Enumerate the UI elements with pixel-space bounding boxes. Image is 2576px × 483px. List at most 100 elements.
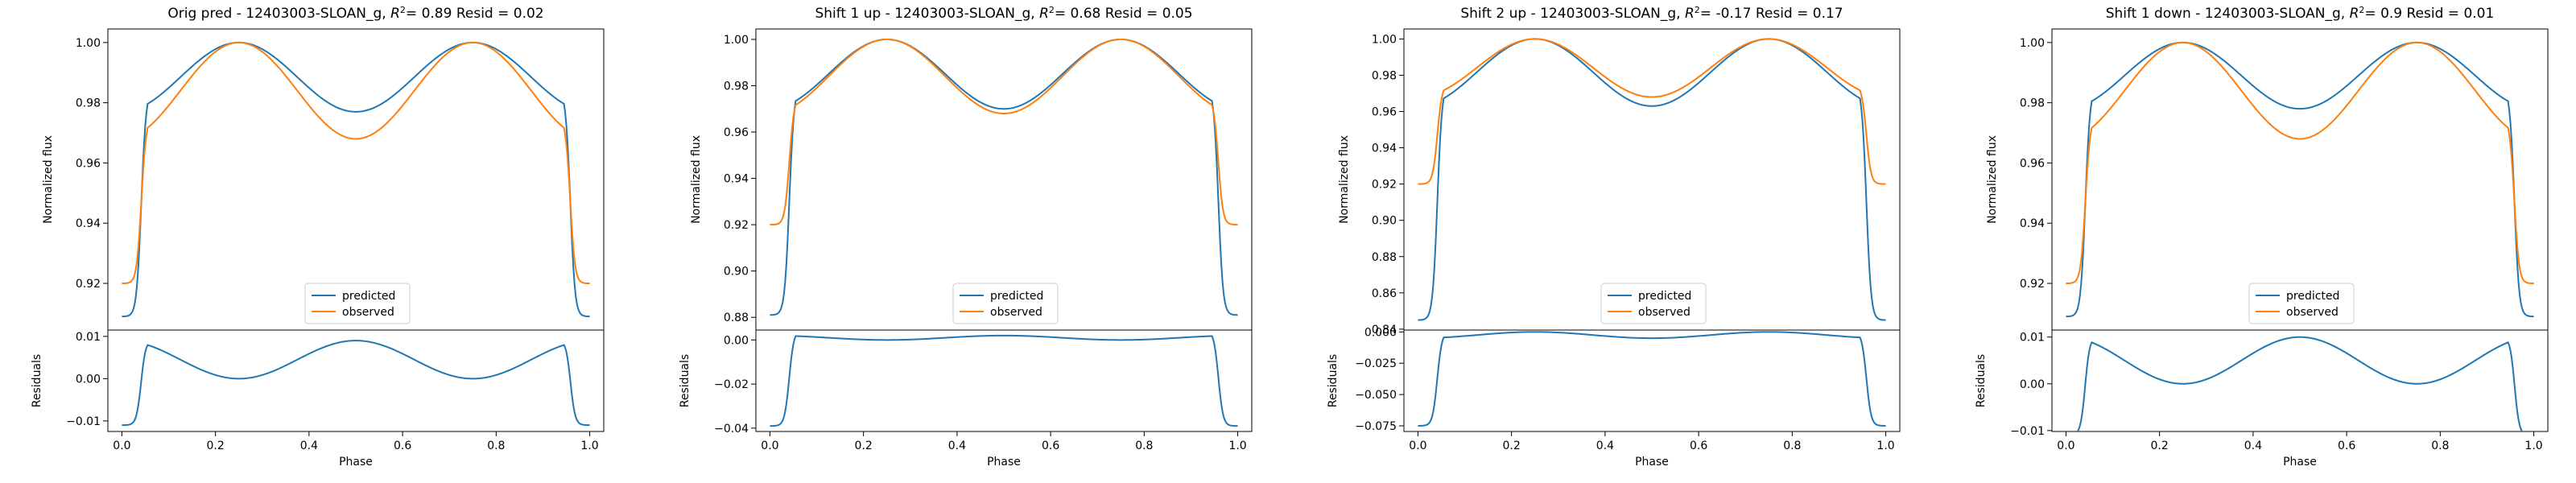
xtick-label: 0.0 — [113, 440, 130, 452]
xtick-label: 0.6 — [1042, 440, 1059, 452]
residual-ytick-label: −0.050 — [1355, 389, 1397, 402]
r2-superscript: 2 — [400, 5, 406, 15]
chart-title-text: Shift 2 up - 12403003-SLOAN_g, — [1460, 6, 1685, 22]
xtick-label: 0.4 — [948, 440, 966, 452]
r2-symbol: R — [1685, 6, 1695, 22]
xtick-label: 1.0 — [1228, 440, 1246, 452]
residual-ytick-label: −0.04 — [714, 423, 749, 436]
flux-ytick-label: 0.88 — [1372, 251, 1397, 264]
series-line-observed — [770, 38, 1238, 226]
flux-ytick-label: 0.94 — [724, 173, 749, 186]
flux-ytick-label: 0.96 — [76, 157, 101, 170]
series-line-residuals — [2076, 336, 2524, 431]
xtick-label: 0.4 — [2244, 440, 2262, 452]
xtick-label: 0.6 — [394, 440, 411, 452]
xtick-label: 0.2 — [855, 440, 873, 452]
legend-label-predicted: predicted — [2286, 290, 2339, 303]
xlabel: Phase — [1635, 456, 1669, 469]
xtick-label: 0.0 — [1409, 440, 1426, 452]
xtick-label: 1.0 — [580, 440, 598, 452]
chart-title-metrics: = 0.89 Resid = 0.02 — [406, 6, 544, 22]
flux-ytick-label: 0.92 — [2020, 278, 2045, 291]
residual-ylabel: Residuals — [31, 354, 43, 407]
xtick-label: 0.8 — [1135, 440, 1153, 452]
flux-ytick-label: 0.98 — [76, 97, 101, 110]
series-line-predicted — [1418, 38, 1886, 321]
residual-ytick-label: 0.01 — [2020, 332, 2045, 345]
chart-title-metrics: = 0.9 Resid = 0.01 — [2364, 6, 2494, 22]
residual-ytick-label: −0.025 — [1355, 357, 1397, 370]
xtick-label: 0.8 — [1783, 440, 1801, 452]
legend-label-predicted: predicted — [990, 290, 1043, 303]
residual-ylabel: Residuals — [679, 354, 691, 407]
flux-ytick-label: 0.92 — [1372, 179, 1397, 192]
flux-ytick-label: 0.94 — [76, 217, 101, 230]
flux-ylabel: Normalized flux — [1338, 135, 1351, 224]
residual-ylabel: Residuals — [1975, 354, 1988, 407]
chart-title: Shift 1 down - 12403003-SLOAN_g, R2= 0.9… — [2106, 5, 2495, 23]
legend-box — [304, 283, 411, 324]
chart-title-text: Shift 1 up - 12403003-SLOAN_g, — [815, 6, 1039, 22]
r2-symbol: R — [1039, 6, 1049, 22]
xlabel: Phase — [987, 456, 1021, 469]
residual-ytick-label: −0.02 — [714, 378, 749, 391]
legend-label-predicted: predicted — [342, 290, 395, 303]
subplot-2: Shift 1 up - 12403003-SLOAN_g, R2= 0.68 … — [679, 5, 1253, 469]
series-line-residuals — [770, 334, 1238, 427]
series-line-observed — [122, 41, 590, 285]
xtick-label: 0.6 — [1690, 440, 1707, 452]
xtick-label: 0.8 — [487, 440, 505, 452]
xtick-label: 0.8 — [2431, 440, 2449, 452]
legend-label-observed: observed — [1638, 306, 1690, 319]
residual-ytick-label: 0.00 — [724, 334, 749, 347]
series-line-predicted — [770, 38, 1238, 316]
flux-ytick-label: 1.00 — [76, 37, 101, 50]
residual-ytick-label: −0.075 — [1355, 420, 1397, 433]
legend-label-observed: observed — [990, 306, 1042, 319]
flux-ytick-label: 0.92 — [76, 278, 101, 291]
residual-axes-frame — [107, 329, 605, 432]
legend-label-observed: observed — [342, 306, 394, 319]
residual-ylabel: Residuals — [1327, 354, 1340, 407]
legend: predicted observed — [952, 283, 1059, 324]
legend-box — [1600, 283, 1707, 324]
residual-axes-frame — [755, 329, 1253, 432]
legend: predicted observed — [1600, 283, 1707, 324]
legend-box — [952, 283, 1059, 324]
residual-ytick-label: −0.01 — [2010, 425, 2045, 438]
xtick-label: 0.4 — [1596, 440, 1614, 452]
flux-ytick-label: 0.86 — [1372, 287, 1397, 300]
xlabel: Phase — [2283, 456, 2317, 469]
flux-ytick-label: 0.94 — [1372, 142, 1397, 155]
flux-ytick-label: 0.98 — [724, 80, 749, 93]
r2-superscript: 2 — [2359, 5, 2364, 15]
flux-ytick-label: 0.94 — [2020, 217, 2045, 230]
residual-ytick-label: 0.01 — [76, 331, 101, 344]
flux-ytick-label: 1.00 — [2020, 37, 2045, 50]
flux-ytick-label: 0.96 — [724, 126, 749, 139]
legend: predicted observed — [2248, 283, 2355, 324]
chart-title-text: Orig pred - 12403003-SLOAN_g, — [167, 6, 390, 22]
r2-symbol: R — [390, 6, 400, 22]
flux-ytick-label: 0.90 — [724, 266, 749, 279]
chart-title: Orig pred - 12403003-SLOAN_g, R2= 0.89 R… — [167, 5, 543, 23]
series-line-observed — [2066, 41, 2534, 285]
subplot-4: Shift 1 down - 12403003-SLOAN_g, R2= 0.9… — [1975, 5, 2549, 469]
xlabel: Phase — [339, 456, 373, 469]
legend-label-predicted: predicted — [1638, 290, 1691, 303]
legend-box — [2248, 283, 2355, 324]
series-line-residuals — [1418, 331, 1886, 427]
flux-ytick-label: 0.98 — [2020, 97, 2045, 110]
residual-axes-frame — [2051, 329, 2549, 432]
r2-superscript: 2 — [1049, 5, 1055, 15]
residual-ytick-label: −0.01 — [66, 415, 101, 428]
flux-ytick-label: 0.96 — [1372, 106, 1397, 119]
flux-ytick-label: 0.98 — [1372, 69, 1397, 82]
chart-title-metrics: = -0.17 Resid = 0.17 — [1700, 6, 1843, 22]
series-line-predicted — [122, 41, 590, 318]
flux-ytick-label: 0.88 — [724, 312, 749, 324]
series-line-predicted — [2066, 41, 2534, 318]
chart-title: Shift 1 up - 12403003-SLOAN_g, R2= 0.68 … — [815, 5, 1192, 23]
flux-ylabel: Normalized flux — [690, 135, 703, 224]
